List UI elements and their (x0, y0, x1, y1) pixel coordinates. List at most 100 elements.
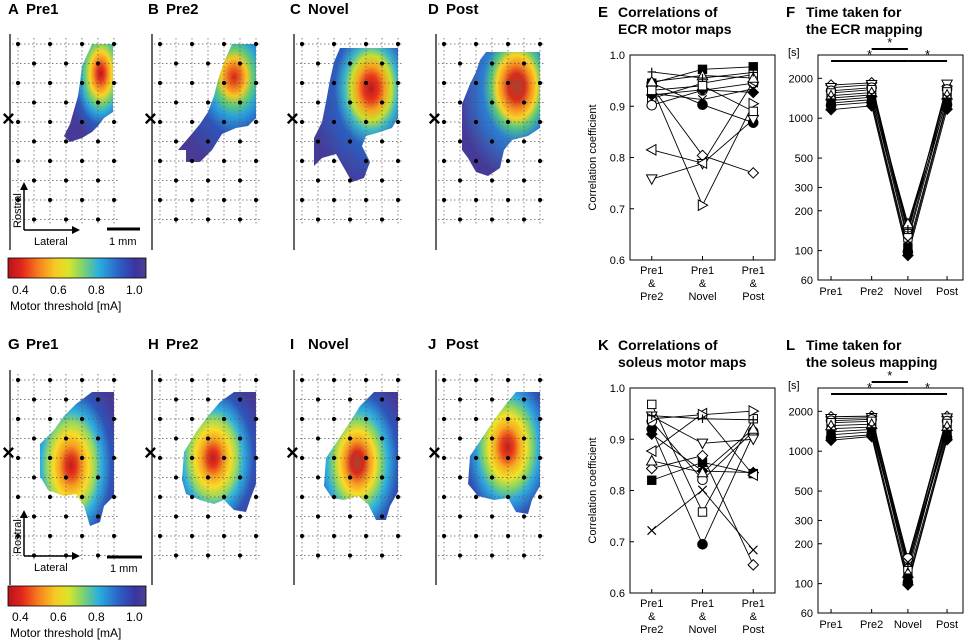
electrode-dot (331, 416, 337, 422)
marker-square-open (697, 81, 708, 91)
marker-plus (749, 68, 758, 77)
cross-icon: × (144, 440, 157, 465)
marker-diamond-filled (865, 430, 878, 443)
electrode-dot (473, 158, 479, 164)
series-line (831, 92, 948, 226)
marker-tri-left-open (645, 143, 657, 156)
series-line (831, 428, 948, 569)
cross-icon: × (286, 106, 299, 131)
electrode-dot (315, 61, 321, 66)
y-tick-label: 100 (795, 579, 813, 591)
y-tick-label: 1.0 (610, 50, 625, 62)
axis-rostral: Rostral (12, 519, 24, 554)
marker-tri-left-open (645, 444, 657, 458)
marker-diamond-filled (941, 433, 953, 446)
electrode-dot (299, 494, 305, 500)
marker-plus (749, 415, 758, 424)
marker-cross (697, 485, 708, 495)
map-panel-i: I Novel × (286, 336, 404, 585)
panel-letter: C (290, 1, 301, 18)
electrode-dot (237, 397, 243, 402)
chart-title: ECR motor maps (618, 21, 732, 37)
marker-square-open (647, 399, 657, 410)
electrode-dot (111, 455, 117, 461)
electrode-dot (521, 514, 527, 519)
electrode-dot (15, 494, 21, 500)
significance-star: * (867, 380, 872, 395)
marker-square-open (748, 106, 758, 117)
electrode-dot (441, 455, 447, 461)
electrode-dot (95, 178, 101, 183)
electrode-dot (347, 178, 353, 183)
electrode-dot (221, 119, 227, 125)
colorbar-tick: 0.8 (88, 610, 105, 624)
electrode-dot (379, 178, 385, 183)
electrode-dot (31, 217, 37, 222)
x-tick-label: Pre2 (640, 291, 663, 303)
electrode-dot (253, 533, 259, 539)
series-line (831, 94, 948, 243)
electrode-dot (537, 119, 543, 125)
electrode-dot (47, 41, 53, 47)
significance-star: * (925, 380, 930, 395)
electrode-dot (253, 416, 259, 422)
electrode-dot (15, 455, 21, 461)
electrode-dot (253, 494, 259, 500)
marker-tri-up-open (747, 422, 760, 434)
chart-title: Time taken for (806, 337, 902, 353)
map-panel-c: C Novel × (286, 1, 404, 250)
marker-tri-right-open (748, 97, 760, 110)
electrode-dot (315, 475, 321, 480)
electrode-dot (95, 217, 101, 222)
electrode-dot (63, 139, 69, 144)
electrode-dot (473, 80, 479, 86)
electrode-grid (296, 38, 404, 226)
electrode-dot (237, 475, 243, 480)
electrode-dot (173, 475, 179, 480)
electrode-dot (189, 455, 195, 461)
electrode-dot (299, 455, 305, 461)
electrode-dot (63, 475, 69, 480)
marker-square-filled (647, 475, 657, 485)
electrode-dot (299, 416, 305, 422)
electrode-dot (489, 178, 495, 183)
electrode-dot (173, 553, 179, 558)
electrode-dot (473, 197, 479, 203)
electrode-dot (315, 217, 321, 222)
electrode-dot (237, 514, 243, 519)
electrode-dot (47, 494, 53, 500)
electrode-dot (457, 553, 463, 558)
ecr-maps-row: A Pre1 × Rostral Lateral 1 mm B Pre2 × (2, 1, 546, 313)
electrode-dot (31, 514, 37, 519)
electrode-dot (441, 80, 447, 86)
marker-tri-right-open (748, 405, 760, 418)
electrode-dot (379, 436, 385, 441)
x-tick-label: & (699, 611, 707, 623)
motor-map (178, 44, 256, 162)
marker-plus (903, 225, 913, 234)
electrode-dot (157, 119, 163, 125)
electrode-dot (31, 139, 37, 144)
electrode-dot (489, 61, 495, 66)
motor-map (64, 44, 113, 142)
y-tick-label: 1000 (789, 446, 813, 458)
electrode-dot (47, 119, 53, 125)
colorbar-tick: 0.6 (50, 610, 67, 624)
marker-cross (647, 525, 657, 536)
electrode-dot (457, 139, 463, 144)
electrode-dot (63, 514, 69, 519)
marker-diamond-filled (825, 434, 837, 447)
electrode-dot (489, 514, 495, 519)
electrode-dot (347, 139, 353, 144)
electrode-dot (221, 533, 227, 539)
electrode-dot (363, 533, 369, 539)
electrode-dot (347, 61, 353, 66)
y-tick-label: 300 (795, 182, 813, 194)
electrode-dot (441, 416, 447, 422)
electrode-dot (189, 533, 195, 539)
electrode-dot (111, 197, 117, 203)
electrode-dot (473, 41, 479, 47)
electrode-dot (111, 377, 117, 383)
electrode-dot (221, 416, 227, 422)
